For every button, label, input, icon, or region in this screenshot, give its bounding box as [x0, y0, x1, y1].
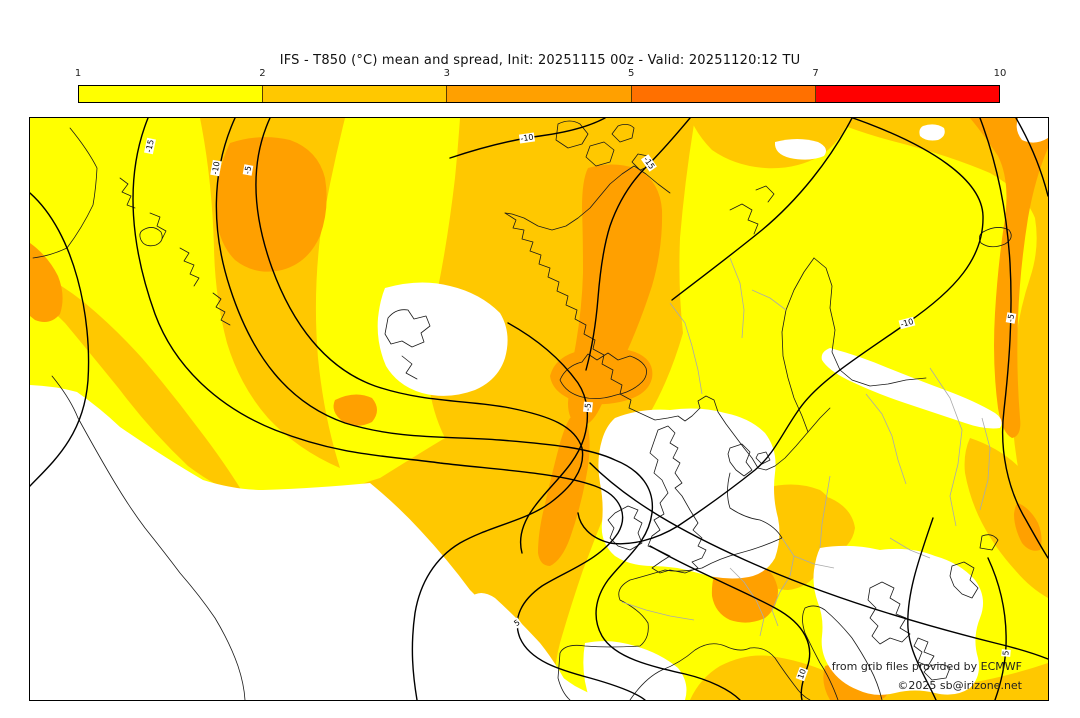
colorbar-segment [79, 86, 264, 102]
map-canvas [30, 118, 1048, 700]
colorbar-segment [263, 86, 448, 102]
colorbar-tick-label: 7 [812, 68, 819, 79]
chart-title: IFS - T850 (°C) mean and spread, Init: 2… [279, 53, 801, 68]
colorbar-tick-labels: 1 2 3 5 7 10 [74, 68, 1007, 82]
colorbar-segment [815, 86, 1000, 102]
spread-fill-3-5 [30, 118, 1048, 700]
colorbar-tick-label: 1 [74, 68, 82, 79]
colorbar-tick-label: 3 [443, 68, 450, 79]
attribution-copyright: ©2025 sb@irizone.net [897, 679, 1022, 692]
colorbar-tick-label: 10 [993, 68, 1007, 79]
colorbar-tick-label: 2 [259, 68, 266, 79]
colorbar-segment [447, 86, 632, 102]
colorbar-segment [631, 86, 816, 102]
map-area: -15 -10 -5 -10 -15 -5 -10 -5 5 10 5 from grib file… [29, 117, 1049, 701]
country-borders [621, 257, 991, 637]
colorbar [78, 85, 1000, 103]
colorbar-tick-label: 5 [628, 68, 635, 79]
temperature-contours [30, 118, 1048, 700]
attribution-source: from grib files provided by ECMWF [831, 660, 1022, 673]
